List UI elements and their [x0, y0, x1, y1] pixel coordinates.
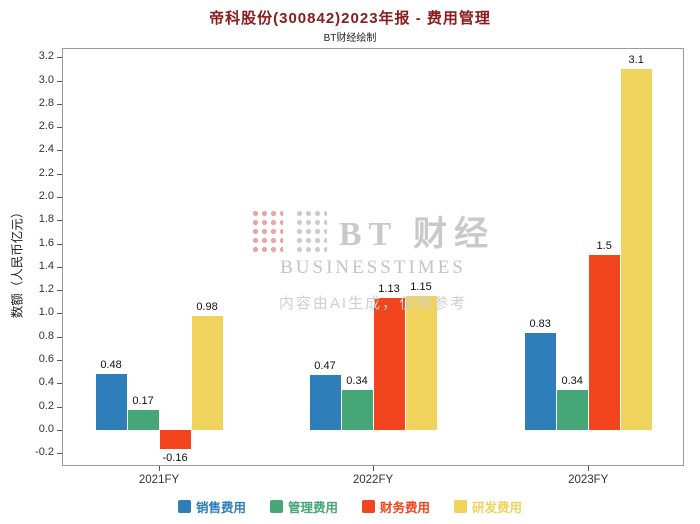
y-tick-label: 1.4	[38, 259, 54, 272]
legend-swatch	[177, 500, 191, 513]
bar-value-label: 1.13	[378, 283, 400, 296]
bar-value-label: 0.48	[100, 359, 122, 372]
y-tick-mark	[57, 57, 62, 59]
bar-value-label: 1.15	[410, 281, 432, 293]
y-tick-mark	[57, 453, 62, 455]
bar-value-label: 0.98	[196, 300, 218, 313]
bar-value-label: 0.34	[561, 375, 583, 388]
y-tick-mark	[57, 173, 62, 175]
y-tick-label: 2.4	[38, 143, 54, 156]
legend-swatch	[269, 500, 283, 513]
y-tick-label: 0.2	[38, 399, 54, 412]
bar-管理费用	[341, 390, 373, 430]
y-tick-label: 0.8	[38, 329, 54, 342]
y-tick-label: 0.4	[38, 376, 54, 389]
bar-value-label: 0.34	[346, 375, 368, 388]
y-tick-label: 2.8	[38, 96, 54, 109]
y-tick-label: 1.8	[38, 213, 54, 226]
bar-管理费用	[127, 410, 159, 430]
legend-label: 销售费用	[195, 501, 246, 515]
y-tick-mark	[57, 406, 62, 408]
bar-销售费用	[524, 333, 556, 430]
legend-swatch	[362, 500, 375, 513]
y-tick-label: -0.2	[35, 446, 54, 459]
legend-item-销售费用: 销售费用	[177, 497, 246, 516]
chart-title: 帝科股份(300842)2023年报 - 费用管理	[209, 10, 491, 27]
x-tick-mark	[159, 466, 161, 471]
y-tick-mark	[57, 127, 62, 129]
y-tick-mark	[57, 266, 62, 268]
bar-value-label: 1.5	[596, 240, 612, 253]
bar-研发费用	[620, 68, 652, 430]
y-tick-label: 3.2	[38, 50, 54, 63]
legend: 销售费用 管理费用 财务费用 研发费用	[0, 497, 700, 516]
legend-item-财务费用: 财务费用	[362, 497, 430, 516]
legend-item-管理费用: 管理费用	[269, 497, 338, 516]
y-tick-label: 1.6	[38, 236, 54, 249]
y-tick-label: 1.2	[38, 283, 54, 296]
y-tick-mark	[57, 197, 62, 199]
y-tick-mark	[57, 313, 62, 315]
bar-value-label: 0.47	[314, 360, 336, 373]
y-tick-mark	[57, 220, 62, 222]
x-tick-label: 2022FY	[352, 474, 394, 486]
legend-item-研发费用: 研发费用	[454, 497, 522, 516]
legend-label: 研发费用	[472, 501, 523, 515]
bar-财务费用	[373, 298, 405, 430]
bar-研发费用	[405, 296, 437, 430]
bar-value-label: 3.1	[628, 53, 644, 66]
bar-销售费用	[95, 374, 127, 430]
bar-财务费用	[588, 255, 620, 430]
y-tick-mark	[57, 429, 62, 431]
y-tick-label: 0.6	[38, 353, 54, 366]
legend-swatch	[454, 500, 468, 513]
y-tick-mark	[57, 336, 62, 338]
bar-销售费用	[309, 375, 341, 430]
y-tick-label: 0.0	[38, 422, 54, 435]
bar-value-label: -0.16	[162, 451, 188, 464]
y-tick-mark	[57, 360, 62, 362]
y-tick-mark	[57, 243, 62, 245]
y-tick-mark	[57, 383, 62, 385]
y-tick-mark	[57, 290, 62, 292]
bar-value-label: 0.83	[529, 318, 551, 331]
bar-财务费用	[159, 429, 191, 449]
legend-label: 财务费用	[380, 501, 431, 515]
x-tick-mark	[588, 466, 590, 471]
legend-label: 管理费用	[287, 501, 338, 515]
chart-subtitle: BT财经绘制	[323, 33, 377, 44]
y-tick-mark	[57, 80, 62, 82]
y-tick-label: 2.0	[38, 190, 54, 203]
bar-value-label: 0.17	[132, 395, 154, 408]
y-tick-label: 2.6	[38, 120, 54, 133]
y-tick-label: 1.0	[38, 306, 54, 319]
y-tick-label: 3.0	[38, 73, 54, 86]
y-tick-mark	[57, 150, 62, 152]
bar-研发费用	[191, 315, 223, 430]
y-tick-label: 2.2	[38, 166, 54, 179]
y-tick-mark	[57, 103, 62, 105]
x-tick-mark	[373, 466, 374, 471]
x-tick-label: 2021FY	[138, 474, 180, 486]
x-tick-label: 2023FY	[568, 474, 609, 486]
bar-管理费用	[556, 390, 588, 430]
